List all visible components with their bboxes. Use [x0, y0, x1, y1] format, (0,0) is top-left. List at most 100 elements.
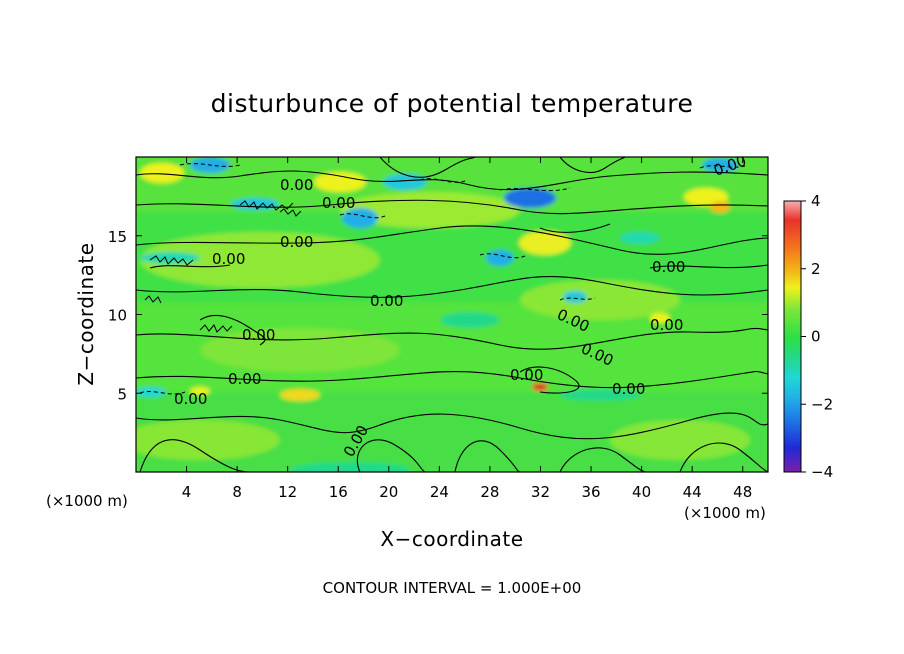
contour-label: 0.00: [174, 390, 207, 408]
x-ticks: 4 8 12 16 20 24 28 32 36 40 44 48: [182, 157, 752, 501]
contour-line-negative: [419, 178, 466, 183]
colorbar-tick-label: −2: [811, 395, 833, 413]
field-patch: [620, 232, 660, 244]
contour-line-noisy: [144, 295, 162, 304]
contour-lines: [136, 157, 768, 472]
x-tick-label: 4: [182, 483, 192, 501]
x-tick-label: 20: [379, 483, 398, 501]
contour-line: [136, 170, 768, 191]
colorbar-tick-label: −4: [811, 463, 833, 481]
x-unit-label: (×1000 m): [684, 504, 766, 522]
x-tick-label: 40: [632, 483, 651, 501]
field-patch: [520, 280, 680, 320]
x-tick-label: 36: [581, 483, 600, 501]
field-color-layer: [136, 157, 768, 472]
contour-line: [519, 366, 580, 394]
contour-line: [136, 327, 768, 350]
contour-line-noisy: [279, 208, 302, 217]
x-tick-label: 48: [733, 483, 752, 501]
chart-title: disturbunce of potential temperature: [211, 89, 694, 118]
field-patch: [519, 231, 571, 255]
field-patch: [136, 387, 166, 397]
z-tick-label: 10: [108, 307, 127, 325]
contour-line: [649, 264, 768, 269]
colorbar: 4 2 0 −2 −4: [783, 192, 833, 481]
contour-line: [559, 447, 646, 472]
field-patch: [563, 291, 587, 303]
z-tick-label: 5: [117, 385, 127, 403]
contour-label: 0.00: [650, 316, 683, 334]
contour-line: [136, 225, 768, 255]
contour-line-negative: [699, 165, 746, 169]
field-patch: [610, 420, 750, 460]
contour-label: 0.00: [228, 370, 261, 388]
x-tick-label: 24: [430, 483, 449, 501]
contour-label: 0.00: [280, 233, 313, 251]
field-patch: [280, 389, 320, 401]
x-tick-label: 8: [232, 483, 242, 501]
field-patch: [440, 312, 500, 328]
x-tick-label: 16: [329, 483, 348, 501]
z-ticks: 5 10 15: [108, 228, 768, 403]
contour-line-negative: [559, 297, 596, 301]
x-axis-label: X−coordinate: [380, 527, 523, 551]
field-patch: [710, 201, 730, 213]
contour-label: 0.00: [652, 258, 685, 276]
contour-label: 0.00: [212, 250, 245, 268]
contour-line-noisy: [199, 324, 233, 333]
contour-label: 0.00: [612, 380, 645, 398]
field-patch: [532, 383, 548, 391]
z-unit-label: (×1000 m): [46, 492, 128, 510]
colorbar-scale: [783, 200, 802, 473]
contour-line-negative: [499, 187, 571, 192]
colorbar-tick-label: 2: [811, 260, 821, 278]
field-patch: [290, 462, 410, 472]
colorbar-ticks: 4 2 0 −2 −4: [801, 192, 833, 481]
contour-labels: 0.00 0.00 0.00 0.00 0.00 0.00 0.00 0.00 0.00 0.00…: [174, 157, 749, 460]
field-patch: [650, 313, 670, 323]
contour-line: [139, 439, 251, 472]
contour-line: [136, 199, 768, 215]
contour-line: [149, 264, 231, 269]
contour-line: [136, 370, 768, 389]
contour-line: [539, 223, 611, 233]
plot-area: 0.00 0.00 0.00 0.00 0.00 0.00 0.00 0.00 0.00 0.00…: [108, 156, 769, 501]
contour-line-negative: [339, 213, 386, 219]
field-patch: [383, 174, 427, 190]
contour-line: [679, 442, 768, 472]
field-patch: [140, 163, 184, 183]
contour-label: 0.00: [510, 366, 543, 384]
contour-line: [136, 412, 768, 440]
x-tick-label: 28: [480, 483, 499, 501]
contour-line-noisy: [239, 200, 294, 211]
contour-line-negative: [479, 253, 526, 259]
contour-label: 0.00: [370, 292, 403, 310]
field-patch: [140, 252, 200, 264]
contour-line: [379, 157, 476, 178]
contour-line: [199, 314, 266, 346]
colorbar-tick-label: 0: [811, 328, 821, 346]
contour-line-noisy: [149, 255, 194, 266]
x-tick-label: 12: [278, 483, 297, 501]
z-tick-label: 15: [108, 228, 127, 246]
contour-line: [356, 439, 426, 472]
colorbar-tick-label: 4: [811, 192, 821, 210]
field-patch: [560, 389, 640, 401]
contour-line: [454, 440, 521, 472]
contour-line: [136, 275, 768, 298]
field-patch: [140, 232, 380, 288]
field-patch: [486, 250, 514, 266]
field-patch: [702, 158, 738, 172]
field-patch: [342, 208, 378, 228]
contour-label: 0.00: [242, 326, 275, 344]
x-tick-label: 44: [683, 483, 702, 501]
x-tick-label: 32: [531, 483, 550, 501]
field-patch: [190, 387, 210, 395]
contour-line-negative: [139, 391, 186, 395]
contour-line-negative: [179, 163, 241, 167]
field-patch: [314, 172, 366, 192]
field-patch: [136, 420, 280, 460]
contour-label: 0.00: [322, 194, 355, 212]
z-axis-label: Z−coordinate: [74, 242, 98, 385]
